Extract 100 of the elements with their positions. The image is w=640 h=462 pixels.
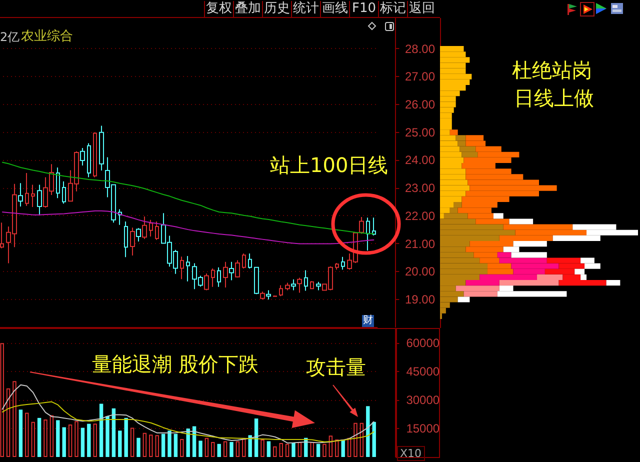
candlestick (335, 262, 339, 270)
bar (136, 438, 140, 457)
y-tick-label: 26.00 (404, 98, 436, 112)
candlestick (310, 280, 314, 290)
bar (80, 428, 85, 457)
y-tick-label: 21.00 (404, 236, 436, 251)
bar (279, 442, 283, 457)
bar (168, 430, 172, 457)
candlestick (372, 217, 376, 236)
annotation: 杜绝站岗 (512, 58, 592, 82)
bar (149, 434, 153, 457)
annotation: 量能退潮 股价下跌 (92, 352, 258, 376)
y-tick-label: 23.00 (404, 181, 436, 196)
bar (106, 416, 110, 457)
bar (310, 442, 314, 457)
candlestick (304, 270, 308, 292)
bar (458, 296, 470, 302)
text: 复权 (204, 1, 233, 17)
y-tick-label: 19.00 (404, 292, 436, 306)
y-tick-label: 27.00 (404, 70, 436, 84)
bar (223, 441, 228, 457)
y-tick-label: 28.00 (404, 42, 436, 56)
candlestick (62, 180, 66, 204)
bar (180, 438, 184, 457)
candlestick (31, 184, 35, 208)
bar (285, 444, 290, 457)
candlestick (25, 172, 29, 206)
candlestick (180, 256, 184, 280)
bar (236, 441, 240, 457)
candlestick (279, 284, 283, 297)
line-series (2, 384, 375, 444)
bar (211, 442, 215, 457)
bar (130, 428, 134, 457)
bar (242, 438, 246, 457)
y-tick-label: 24.00 (404, 153, 436, 168)
candlestick (186, 256, 190, 282)
annotation: 农业综合 (21, 29, 73, 44)
candlestick (366, 217, 370, 251)
y-tick-label: 22.00 (404, 208, 436, 223)
text: 统计 (291, 1, 320, 17)
annotation: 财 (362, 315, 374, 327)
bar (112, 408, 116, 457)
bar (204, 438, 209, 457)
bar (68, 424, 72, 457)
annotation: 日线上做 (514, 86, 594, 110)
y-tick-label: 25.00 (404, 125, 436, 140)
bar (6, 388, 10, 457)
bar (186, 428, 190, 457)
candlestick (124, 220, 128, 258)
bar (198, 440, 202, 457)
bar (372, 422, 376, 457)
bar (248, 435, 252, 457)
annotation: 2亿 (0, 30, 20, 44)
bar (328, 436, 333, 457)
line-series (2, 401, 375, 442)
annotation: 攻击量 (306, 355, 366, 379)
candlestick (0, 222, 4, 249)
y-tick-label: 60000 (406, 336, 440, 350)
bar (12, 381, 16, 457)
bar (493, 213, 504, 219)
bar (44, 419, 48, 457)
candlestick (99, 125, 104, 172)
bar (450, 130, 458, 136)
y-tick-label: 30000 (406, 393, 440, 408)
bar (31, 422, 35, 457)
bar (606, 280, 620, 286)
bar (273, 446, 277, 457)
bar (230, 442, 234, 457)
text: X10 (397, 446, 425, 461)
bar (18, 410, 23, 457)
text: 历史 (262, 1, 291, 17)
bar (62, 427, 66, 457)
bar (25, 412, 29, 457)
bar (366, 406, 370, 457)
bar (155, 435, 159, 457)
candlestick (211, 268, 215, 288)
bar (341, 440, 345, 457)
candlestick (248, 253, 252, 270)
bar (118, 430, 122, 457)
bar (335, 440, 339, 457)
bar (292, 442, 296, 457)
annotation: 站上100日线 (270, 153, 388, 177)
bar (217, 444, 221, 457)
bar (354, 422, 358, 457)
y-tick-label: 15000 (406, 422, 440, 436)
candlestick (87, 142, 91, 178)
bar (260, 440, 264, 457)
bar (50, 415, 54, 457)
bar (322, 444, 326, 457)
bar (124, 418, 128, 457)
text: 叠加 (233, 1, 262, 17)
text: F10 (349, 1, 378, 17)
text: 画线 (320, 1, 349, 17)
bar (56, 420, 60, 457)
bar (37, 418, 42, 457)
candlestick (149, 219, 153, 238)
y-tick-label: 45000 (406, 364, 440, 379)
bar (99, 404, 104, 457)
bar (509, 218, 534, 224)
bar (161, 434, 166, 457)
